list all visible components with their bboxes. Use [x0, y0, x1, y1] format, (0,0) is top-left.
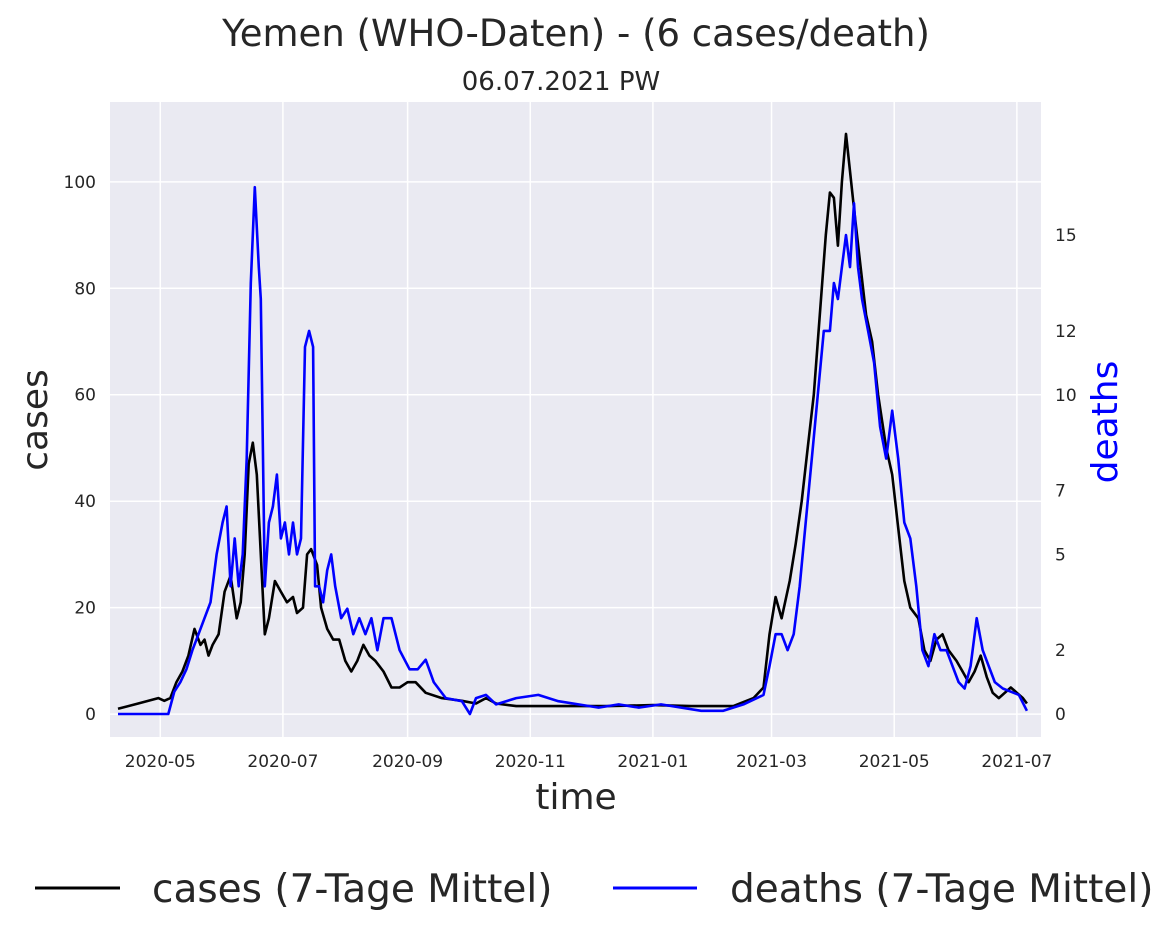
y-left-tick-labels: 0 20 40 60 80 100 — [64, 173, 96, 725]
y-left-tick-label: 60 — [74, 386, 96, 406]
legend: cases (7-Tage Mittel) deaths (7-Tage Mit… — [35, 867, 1153, 912]
y-left-tick-label: 80 — [74, 279, 96, 299]
y-left-tick-label: 20 — [74, 599, 96, 619]
x-tick-label: 2021-01 — [617, 752, 688, 772]
plot-area — [110, 102, 1041, 737]
series-layer — [117, 132, 1029, 716]
deaths-series-line — [118, 185, 1029, 716]
y-right-tick-label: 0 — [1055, 705, 1066, 725]
legend-label-cases: cases (7-Tage Mittel) — [152, 867, 552, 912]
x-tick-label: 2020-07 — [247, 752, 318, 772]
chart-subtitle: 06.07.2021 PW — [462, 67, 661, 97]
y-right-tick-label: 7 — [1055, 482, 1066, 502]
y-right-tick-label: 10 — [1055, 386, 1077, 406]
chart-title: Yemen (WHO-Daten) - (6 cases/death) — [221, 12, 930, 55]
x-tick-labels: 2020-05 2020-07 2020-09 2020-11 2021-01 2021-… — [125, 752, 1053, 772]
x-axis-label: time — [535, 777, 616, 818]
y-right-axis-label: deaths — [1085, 361, 1126, 484]
y-right-tick-label: 5 — [1055, 545, 1066, 565]
legend-label-deaths: deaths (7-Tage Mittel) — [730, 867, 1153, 912]
y-right-tick-label: 12 — [1055, 322, 1077, 342]
y-left-axis-label: cases — [15, 369, 56, 471]
x-tick-label: 2021-03 — [736, 752, 807, 772]
x-tick-label: 2021-05 — [859, 752, 930, 772]
y-right-tick-label: 15 — [1055, 226, 1077, 246]
y-left-tick-label: 100 — [64, 173, 96, 193]
y-right-tick-label: 2 — [1055, 641, 1066, 661]
y-right-tick-labels: 0 2 5 7 10 12 15 — [1055, 226, 1077, 725]
y-left-tick-label: 40 — [74, 492, 96, 512]
x-tick-label: 2020-05 — [125, 752, 196, 772]
y-left-tick-label: 0 — [85, 705, 96, 725]
x-tick-label: 2021-07 — [981, 752, 1052, 772]
x-tick-label: 2020-09 — [372, 752, 443, 772]
y-gridlines — [110, 181, 1041, 715]
x-tick-label: 2020-11 — [495, 752, 566, 772]
